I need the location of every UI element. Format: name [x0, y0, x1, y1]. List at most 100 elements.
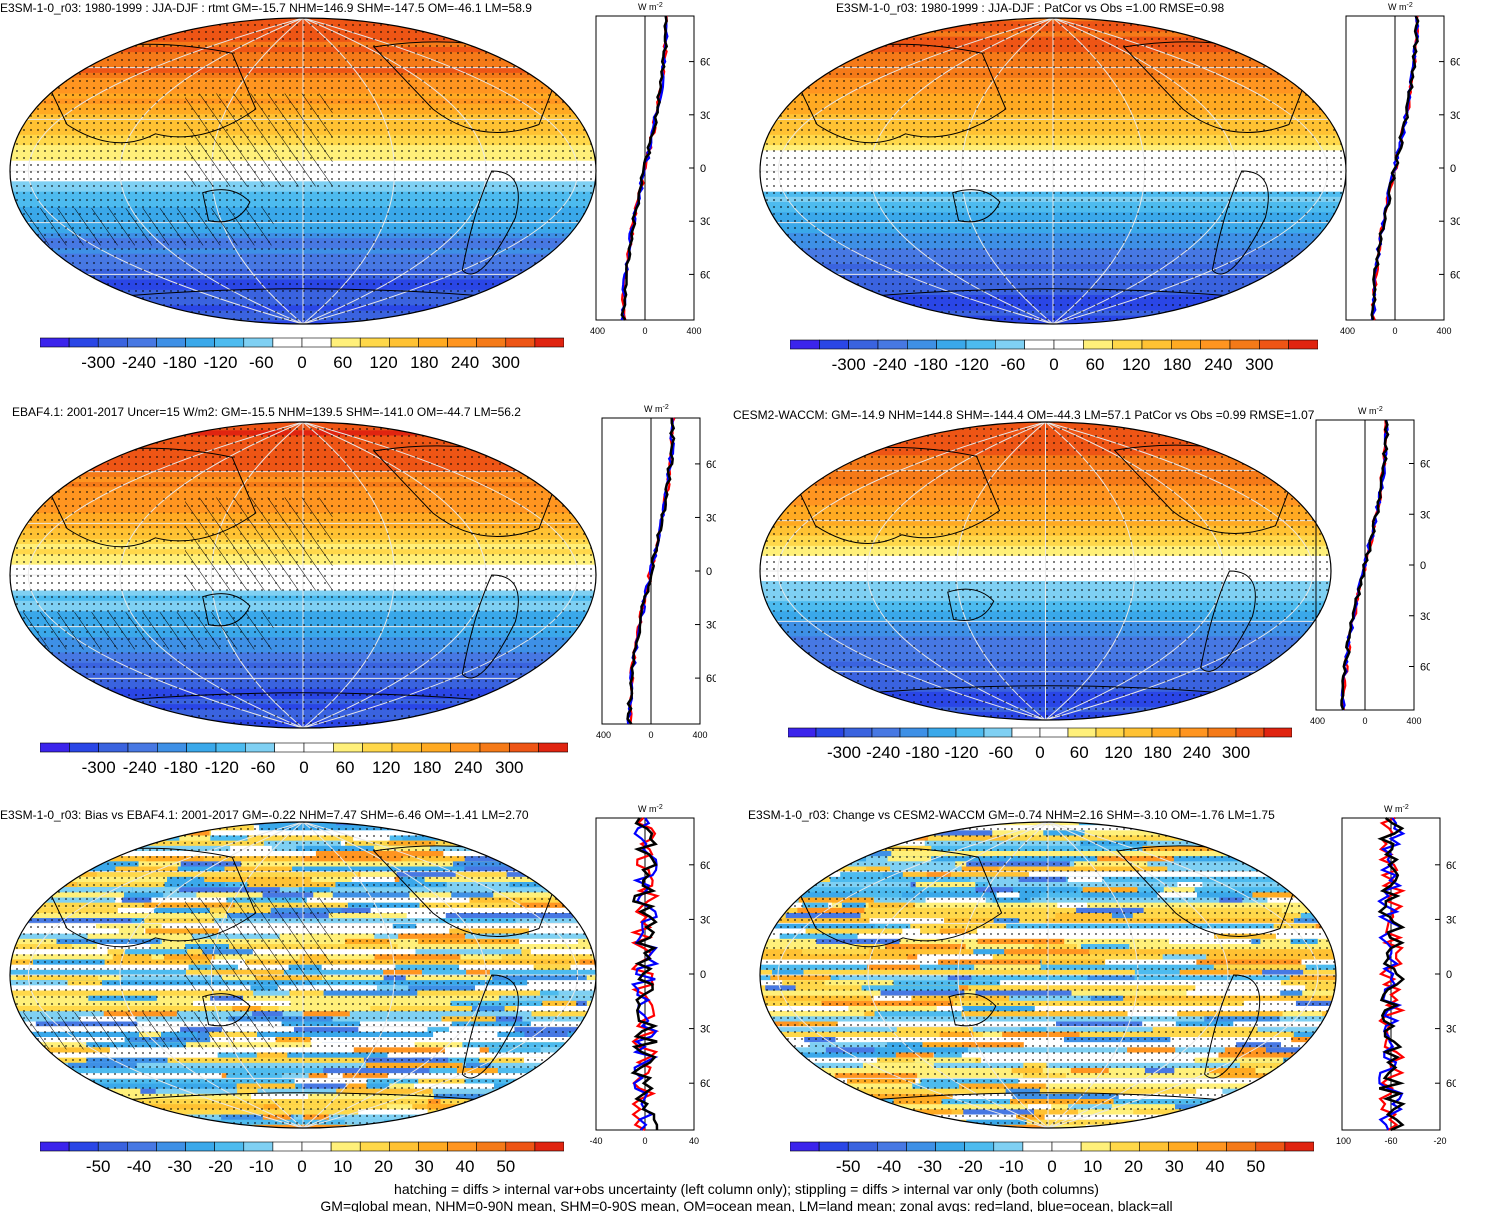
x-tick-label: 400: [1406, 716, 1421, 726]
colorbar-label: 120: [372, 758, 400, 777]
colorbar-swatch: [818, 1141, 849, 1152]
colorbar-label: -300: [81, 353, 115, 372]
x-tick-label: -400: [1340, 326, 1355, 336]
colorbar-swatch: [1200, 339, 1231, 350]
colorbar-swatch: [906, 1141, 936, 1152]
colorbar-swatch: [1255, 1141, 1286, 1152]
colorbar: -300 -240 -180 -120 -60 0 60 120 180 240 300: [790, 339, 1318, 374]
colorbar-label: 20: [374, 1157, 393, 1176]
colorbar-label: 50: [1246, 1157, 1265, 1176]
colorbar-label: -180: [905, 743, 939, 762]
colorbar-label: -10: [999, 1157, 1024, 1176]
colorbar-label: 120: [369, 353, 397, 372]
colorbar-swatch: [359, 337, 390, 348]
colorbar-label: 180: [410, 353, 438, 372]
colorbar-swatch: [1109, 1141, 1140, 1152]
zonal-unit-label: W m-2: [1388, 2, 1413, 12]
colorbar-swatch: [127, 742, 158, 753]
colorbar-swatch: [1022, 1141, 1053, 1152]
colorbar-swatch: [877, 1141, 907, 1152]
colorbar-swatch: [1179, 727, 1209, 738]
colorbar-swatch: [479, 742, 510, 753]
x-tick-label: -60: [1384, 1136, 1397, 1146]
colorbar-label: 120: [1122, 355, 1150, 374]
colorbar-swatch: [127, 337, 157, 348]
colorbar-label: 0: [297, 353, 306, 372]
colorbar-swatch: [418, 1141, 448, 1152]
colorbar-label: 10: [1083, 1157, 1102, 1176]
colorbar-label: 60: [336, 758, 355, 777]
colorbar-label: -240: [122, 353, 156, 372]
colorbar-label: 240: [451, 353, 479, 372]
lat-tick-label: 60N: [1450, 57, 1460, 69]
colorbar-swatch: [935, 1141, 965, 1152]
colorbar-swatch: [274, 742, 305, 753]
colorbar-label: 300: [1222, 743, 1250, 762]
lat-tick-label: 60N: [700, 860, 710, 872]
panel-title: EBAF4.1: 2001-2017 Uncer=15 W/m2: GM=-15…: [12, 405, 521, 419]
colorbar-label: 0: [297, 1157, 306, 1176]
x-tick-label: 400: [1436, 326, 1451, 336]
colorbar-swatch: [877, 339, 908, 350]
colorbar-label: -240: [866, 743, 900, 762]
colorbar: -300 -240 -180 -120 -60 0 60 120 180 240 300: [788, 727, 1292, 762]
colorbar-swatch: [1284, 1141, 1314, 1152]
colorbar-label: -60: [249, 353, 274, 372]
lat-tick-label: 60N: [700, 57, 710, 69]
colorbar-swatch: [476, 337, 507, 348]
colorbar-swatch: [983, 727, 1013, 738]
colorbar-swatch: [505, 337, 536, 348]
lat-tick-label: 30S: [700, 216, 710, 228]
colorbar-swatch: [815, 727, 845, 738]
colorbar-label: -300: [82, 758, 116, 777]
colorbar-swatch: [1080, 1141, 1111, 1152]
colorbar-swatch: [68, 1141, 99, 1152]
colorbar-swatch: [186, 742, 217, 753]
colorbar-label: 30: [1165, 1157, 1184, 1176]
colorbar-swatch: [1168, 1141, 1198, 1152]
colorbar-swatch: [847, 1141, 878, 1152]
colorbar-swatch: [790, 1141, 820, 1152]
colorbar-swatch: [389, 1141, 419, 1152]
zonal-unit-label: W m-2: [1384, 804, 1409, 814]
colorbar-swatch: [156, 1141, 186, 1152]
panel-title: E3SM-1-0_r03: 1980-1999 : JJA-DJF : PatC…: [836, 1, 1225, 15]
colorbar-label: 60: [1070, 743, 1089, 762]
colorbar-swatch: [843, 727, 873, 738]
x-tick-label: 400: [686, 326, 701, 336]
zonal-unit-label: W m-2: [644, 404, 669, 414]
colorbar-swatch: [965, 339, 996, 350]
colorbar-swatch: [927, 727, 957, 738]
panel-title: CESM2-WACCM: GM=-14.9 NHM=144.8 SHM=-144…: [733, 408, 1315, 422]
colorbar-label: 0: [1047, 1157, 1056, 1176]
colorbar-label: 30: [415, 1157, 434, 1176]
colorbar-swatch: [995, 339, 1025, 350]
colorbar-swatch: [1051, 1141, 1082, 1152]
zonal-average-plot: W m-2 60N 30N 0 30S 60S -400 0 400: [590, 2, 710, 336]
colorbar-swatch: [1112, 339, 1143, 350]
colorbar: -300 -240 -180 -120 -60 0 60 120 180 240 300: [40, 337, 564, 372]
world-map: [759, 17, 1347, 325]
colorbar-label: 240: [454, 758, 482, 777]
world-map: [759, 421, 1332, 721]
colorbar-swatch: [1171, 339, 1201, 350]
colorbar-label: -120: [955, 355, 989, 374]
colorbar: -50 -40 -30 -20 -10 0 10 20 30 40 50: [790, 1141, 1314, 1176]
colorbar-swatch: [40, 742, 70, 753]
lat-tick-label: 30S: [700, 1024, 710, 1036]
colorbar-swatch: [1139, 1141, 1169, 1152]
zonal-average-plot: W m-2 60N 30N 0 30S 60S -40 0 40: [590, 804, 710, 1146]
colorbar-swatch: [1197, 1141, 1227, 1152]
colorbar-label: -10: [249, 1157, 274, 1176]
x-tick-label: 40: [689, 1136, 699, 1146]
colorbar-swatch: [418, 337, 448, 348]
colorbar-swatch: [450, 742, 481, 753]
lat-tick-label: 0: [1450, 163, 1456, 175]
colorbar-label: -60: [1001, 355, 1026, 374]
lat-tick-label: 30N: [700, 110, 710, 122]
x-tick-label: 0: [642, 1136, 647, 1146]
zonal-average-plot: W m-2 60N 30N 0 30S 60S -100 -60 -20: [1336, 804, 1456, 1146]
colorbar-swatch: [330, 1141, 361, 1152]
panel-title: E3SM-1-0_r03: Change vs CESM2-WACCM GM=-…: [748, 808, 1275, 822]
colorbar-swatch: [788, 727, 817, 738]
